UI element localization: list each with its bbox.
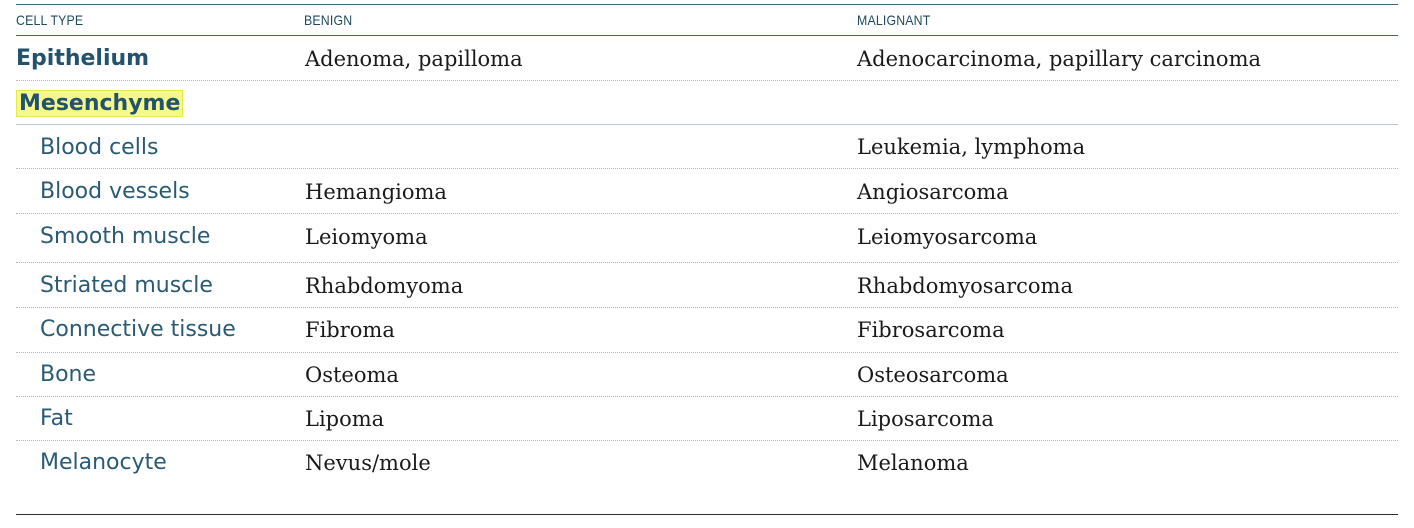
benign-value: Leiomyoma <box>305 225 428 249</box>
benign-value: Fibroma <box>305 318 395 342</box>
benign-value: Lipoma <box>305 407 385 431</box>
cell-type-label-highlighted: Mesenchyme <box>16 90 184 117</box>
cell-type-label: Striated muscle <box>40 273 213 298</box>
malignant-value: Adenocarcinoma, papillary carcinoma <box>857 47 1262 71</box>
cell-type-label: Melanocyte <box>40 450 167 475</box>
table-row-smooth-muscle: Smooth muscle Leiomyoma Leiomyosarcoma <box>16 214 1398 263</box>
cell-type-label: Blood cells <box>40 135 159 160</box>
malignant-value: Liposarcoma <box>857 407 994 431</box>
cell-type-label: Epithelium <box>16 46 150 71</box>
cell-type-label: Blood vessels <box>40 179 190 204</box>
header-cell-type: CELL TYPE <box>16 12 84 28</box>
malignant-value: Melanoma <box>857 451 969 475</box>
cell-type-label: Smooth muscle <box>40 224 211 249</box>
table-row-melanocyte: Melanocyte Nevus/mole Melanoma <box>16 441 1398 484</box>
table-header: CELL TYPE BENIGN MALIGNANT <box>16 9 1398 36</box>
malignant-value: Rhabdomyosarcoma <box>857 274 1073 298</box>
malignant-value: Angiosarcoma <box>857 180 1009 204</box>
benign-value: Hemangioma <box>305 180 447 204</box>
table-bottom-rule <box>16 514 1398 515</box>
malignant-value: Leukemia, lymphoma <box>857 135 1086 159</box>
header-malignant: MALIGNANT <box>857 12 931 28</box>
table-row-blood-cells: Blood cells Leukemia, lymphoma <box>16 125 1398 169</box>
header-benign: BENIGN <box>304 12 353 28</box>
table-top-rule <box>16 4 1398 5</box>
malignant-value: Osteosarcoma <box>857 363 1009 387</box>
table-row-connective-tissue: Connective tissue Fibroma Fibrosarcoma <box>16 308 1398 353</box>
benign-value: Adenoma, papilloma <box>305 47 523 71</box>
cell-type-label: Connective tissue <box>40 317 236 342</box>
cell-type-label: Bone <box>40 362 97 387</box>
table-row-blood-vessels: Blood vessels Hemangioma Angiosarcoma <box>16 169 1398 214</box>
malignant-value: Leiomyosarcoma <box>857 225 1038 249</box>
benign-value: Rhabdomyoma <box>305 274 464 298</box>
table-row-bone: Bone Osteoma Osteosarcoma <box>16 353 1398 397</box>
table-row-striated-muscle: Striated muscle Rhabdomyoma Rhabdomyosar… <box>16 263 1398 308</box>
cell-type-label: Fat <box>40 406 73 431</box>
benign-value: Nevus/mole <box>305 451 431 475</box>
table-row-epithelium: Epithelium Adenoma, papilloma Adenocarci… <box>16 37 1398 81</box>
table-row-mesenchyme: Mesenchyme <box>16 81 1398 125</box>
table-row-fat: Fat Lipoma Liposarcoma <box>16 397 1398 441</box>
malignant-value: Fibrosarcoma <box>857 318 1005 342</box>
benign-value: Osteoma <box>305 363 399 387</box>
